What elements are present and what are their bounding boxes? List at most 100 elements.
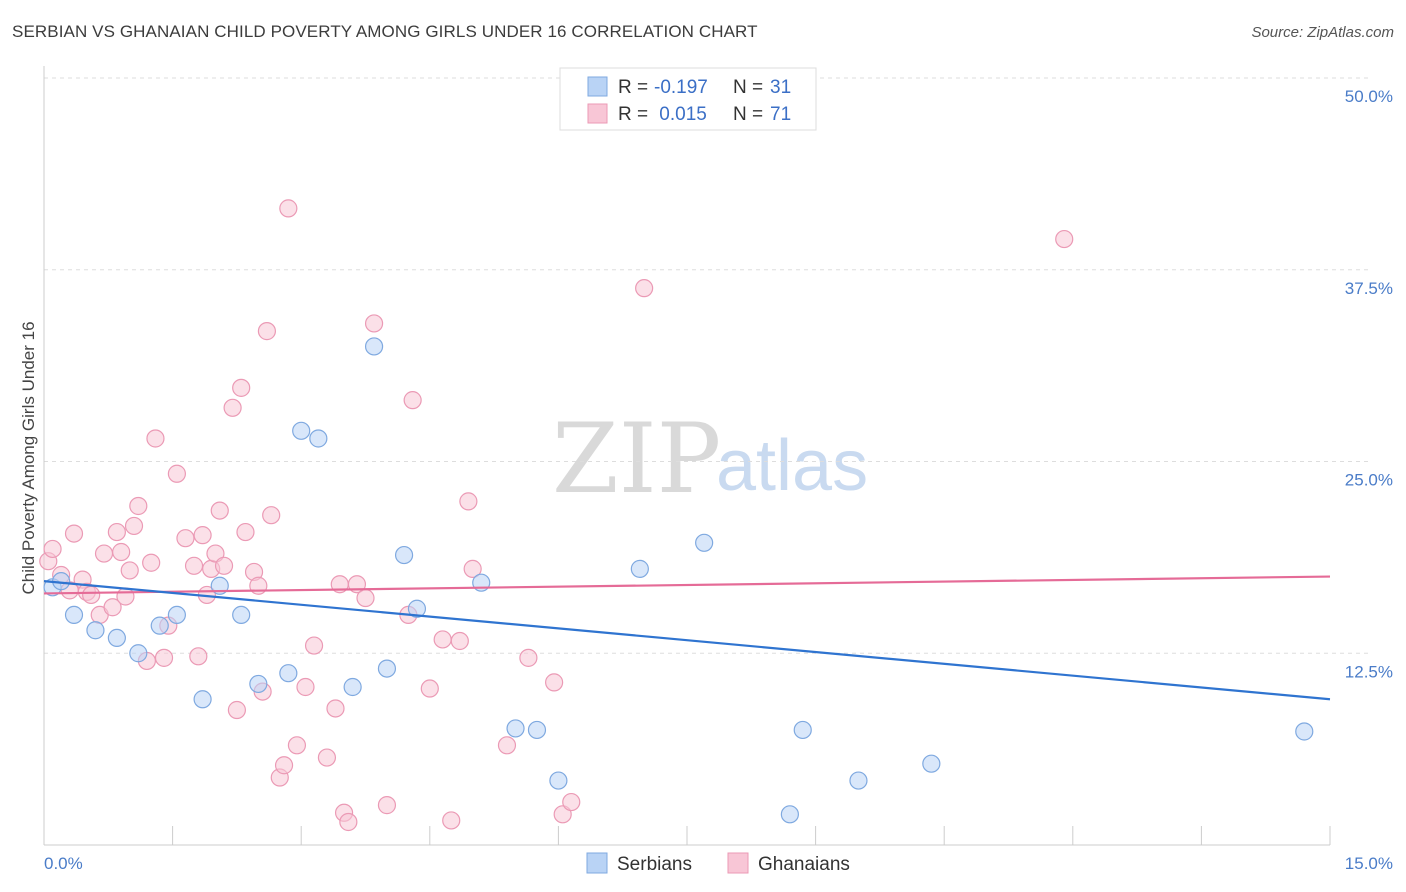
grid-lines bbox=[44, 77, 1370, 654]
watermark: ZIP atlas bbox=[552, 403, 868, 515]
serbian-point-11 bbox=[249, 674, 268, 694]
ghanaian-point-10 bbox=[103, 598, 122, 617]
bottom-legend-swatch-serbians bbox=[586, 852, 608, 874]
ghanaian-point-29 bbox=[206, 544, 225, 563]
ghanaian-point-13 bbox=[116, 587, 135, 606]
serbian-point-10 bbox=[232, 605, 251, 625]
ghanaian-point-68 bbox=[562, 792, 581, 812]
ghanaian-point-12 bbox=[112, 542, 131, 562]
ghanaian-point-55 bbox=[377, 796, 397, 815]
ghanaian-point-31 bbox=[214, 556, 234, 575]
ghanaian-point-58 bbox=[420, 679, 439, 698]
series-serbians bbox=[43, 337, 1314, 824]
ghanaian-point-61 bbox=[450, 631, 469, 651]
serbian-point-24 bbox=[630, 559, 649, 578]
serbian-point-7 bbox=[167, 605, 186, 625]
ghanaian-point-60 bbox=[442, 811, 461, 830]
serbian-point-26 bbox=[780, 805, 799, 824]
ghanaian-point-19 bbox=[146, 429, 165, 448]
ghanaian-point-59 bbox=[433, 630, 452, 649]
ghanaian-point-7 bbox=[82, 585, 101, 605]
ghanaian-point-44 bbox=[287, 736, 307, 755]
ghanaian-point-25 bbox=[189, 647, 208, 666]
ghanaian-point-42 bbox=[274, 756, 294, 775]
serbian-point-17 bbox=[377, 659, 397, 678]
ghanaian-point-35 bbox=[236, 522, 255, 542]
watermark-zip: ZIP bbox=[552, 403, 721, 515]
legend-swatch-serbians bbox=[587, 76, 608, 97]
bottom-legend-swatch-ghanaians bbox=[727, 852, 749, 874]
ghanaian-point-69 bbox=[635, 279, 654, 298]
ghanaian-point-32 bbox=[223, 398, 242, 417]
ghanaian-point-22 bbox=[167, 464, 186, 483]
ghanaian-point-64 bbox=[497, 736, 517, 755]
serbian-point-4 bbox=[107, 628, 126, 648]
ghanaian-point-23 bbox=[176, 529, 195, 548]
ghanaian-point-30 bbox=[210, 501, 229, 520]
ghanaian-point-65 bbox=[519, 648, 538, 667]
serbian-point-13 bbox=[292, 421, 311, 440]
bottom-legend-label-serbians: Serbians bbox=[617, 854, 692, 875]
serbian-point-8 bbox=[193, 690, 212, 709]
chart-source: Source: ZipAtlas.com bbox=[1251, 24, 1394, 41]
serbian-point-12 bbox=[279, 664, 298, 683]
legend-n-label-serbians: N = bbox=[733, 77, 768, 98]
correlation-legend: R = -0.197 N = 31 R = 0.015 N = 71 bbox=[559, 67, 817, 131]
trend-line-serbians bbox=[43, 580, 1331, 701]
series-ghanaians bbox=[39, 199, 1074, 832]
ghanaian-point-20 bbox=[154, 648, 174, 667]
ghanaian-point-16 bbox=[129, 496, 148, 516]
axes bbox=[43, 66, 1331, 846]
ghanaian-point-26 bbox=[193, 526, 212, 545]
serbian-point-2 bbox=[64, 605, 84, 625]
serbian-point-16 bbox=[364, 337, 384, 356]
y-tick-label-2: 37.5% bbox=[1345, 279, 1393, 298]
serbian-point-15 bbox=[343, 677, 362, 697]
x-tick-labels: 0.0% 15.0% bbox=[44, 854, 1393, 873]
serbian-point-21 bbox=[506, 719, 525, 738]
chart-title: SERBIAN VS GHANAIAN CHILD POVERTY AMONG … bbox=[12, 22, 758, 41]
serbian-point-3 bbox=[86, 621, 105, 640]
ghanaian-point-46 bbox=[304, 636, 324, 655]
trend-line-ghanaians bbox=[43, 575, 1331, 595]
legend-r-value-serbians: -0.197 bbox=[654, 77, 708, 98]
serbian-point-5 bbox=[129, 644, 148, 663]
ghanaian-point-39 bbox=[257, 322, 277, 341]
ghanaian-point-67 bbox=[553, 805, 572, 824]
ghanaian-point-66 bbox=[545, 673, 564, 692]
ghanaian-point-48 bbox=[326, 699, 345, 718]
y-tick-labels: 12.5% 25.0% 37.5% 50.0% bbox=[1345, 87, 1393, 681]
ghanaian-point-33 bbox=[227, 700, 246, 720]
ghanaian-point-63 bbox=[463, 559, 482, 578]
ghanaian-point-45 bbox=[296, 677, 315, 697]
y-tick-label-1: 25.0% bbox=[1345, 471, 1393, 490]
serbian-point-14 bbox=[309, 429, 328, 448]
ghanaian-point-51 bbox=[339, 812, 358, 832]
legend-r-label-serbians: R = bbox=[618, 77, 653, 98]
ghanaian-point-9 bbox=[94, 544, 114, 563]
serbian-point-6 bbox=[150, 616, 169, 635]
ghanaian-point-57 bbox=[403, 391, 422, 410]
ghanaian-point-62 bbox=[459, 492, 478, 511]
serbian-point-29 bbox=[922, 754, 941, 773]
ghanaian-point-43 bbox=[279, 199, 298, 218]
legend-r-value-ghanaians: 0.015 bbox=[654, 104, 707, 125]
serbian-point-27 bbox=[793, 720, 812, 740]
y-tick-label-3: 50.0% bbox=[1345, 87, 1393, 106]
ghanaian-point-1 bbox=[43, 539, 62, 559]
serbian-point-22 bbox=[527, 720, 547, 740]
x-tick-label-0: 0.0% bbox=[44, 854, 83, 873]
y-tick-label-0: 12.5% bbox=[1345, 662, 1393, 681]
legend-n-value-ghanaians: 71 bbox=[770, 104, 791, 125]
ghanaian-point-4 bbox=[64, 524, 84, 543]
series-legend: Serbians Ghanaians bbox=[586, 852, 850, 875]
serbian-point-25 bbox=[695, 533, 714, 552]
serbian-point-28 bbox=[849, 771, 868, 790]
ghanaian-point-34 bbox=[232, 378, 251, 397]
serbian-point-19 bbox=[407, 599, 427, 618]
watermark-atlas: atlas bbox=[716, 426, 868, 506]
y-axis-label: Child Poverty Among Girls Under 16 bbox=[19, 321, 38, 594]
serbian-point-18 bbox=[394, 545, 414, 565]
ghanaian-point-14 bbox=[120, 561, 139, 580]
ghanaian-point-47 bbox=[317, 748, 337, 767]
